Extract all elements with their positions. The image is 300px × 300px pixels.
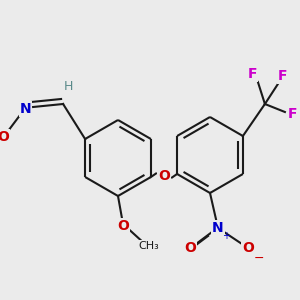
Text: O: O (242, 241, 254, 255)
Text: F: F (288, 107, 298, 121)
Text: CH₃: CH₃ (139, 241, 159, 251)
Text: H: H (63, 80, 73, 92)
Text: F: F (248, 67, 258, 81)
Text: O: O (0, 130, 9, 144)
Text: F: F (278, 69, 288, 83)
Text: O: O (184, 241, 196, 255)
Text: N: N (212, 221, 224, 235)
Text: O: O (117, 219, 129, 233)
Text: +: + (222, 231, 230, 241)
Text: O: O (158, 169, 170, 182)
Text: −: − (254, 251, 264, 265)
Text: N: N (19, 102, 31, 116)
